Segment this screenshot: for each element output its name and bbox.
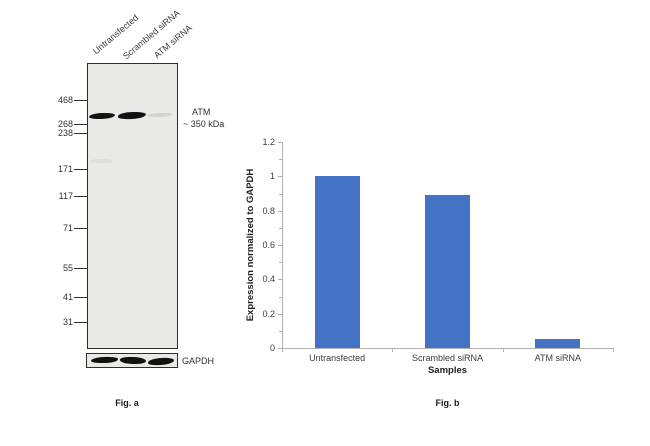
atm-band-lane2 [117, 111, 147, 120]
mw-marker-tick [74, 169, 87, 170]
y-major-tick [278, 210, 282, 212]
y-tick-label: 0 [269, 343, 275, 353]
mw-marker-label: 117 [58, 191, 73, 201]
nonspecific-band-faint [90, 159, 113, 163]
mw-marker-tick [74, 268, 87, 269]
y-tick-label: 0.6 [262, 240, 275, 250]
x-axis-title: Samples [427, 365, 468, 376]
y-minor-tick [279, 330, 282, 332]
y-tick-label: 0.8 [262, 205, 275, 216]
gapdh-band-lane1 [90, 356, 119, 364]
mw-marker-tick [74, 196, 87, 197]
gapdh-band-lane2 [119, 356, 147, 364]
y-minor-tick [279, 193, 282, 195]
y-tick-label: 1.2 [262, 137, 275, 147]
y-major-tick [278, 348, 282, 349]
mw-marker-tick [74, 297, 87, 298]
target-name-label: ATM [192, 107, 211, 117]
mw-marker-tick [74, 100, 87, 101]
y-major-tick [278, 142, 282, 143]
x-boundary-tick [502, 349, 504, 352]
mw-marker-tick [74, 228, 87, 229]
bar [535, 339, 581, 348]
y-major-tick [278, 176, 282, 178]
y-major-tick [278, 279, 282, 281]
x-boundary-tick [613, 349, 614, 352]
x-tick-label: Scrambled siRNA [411, 353, 483, 363]
x-boundary-tick [392, 349, 394, 352]
y-tick-label: 1 [269, 171, 275, 182]
loading-control-label: GAPDH [182, 356, 215, 366]
mw-marker-label: 71 [62, 223, 73, 233]
mw-marker-label: 468 [57, 95, 73, 105]
mw-marker-label: 41 [62, 292, 73, 302]
mw-marker-tick [74, 124, 87, 125]
blot-image [87, 63, 178, 349]
fig-b-caption: Fig. b [435, 398, 460, 408]
target-band-annotation: ATM ~ 350 kDa [183, 106, 224, 130]
mw-marker-tick [74, 133, 87, 134]
fig-a-caption: Fig. a [115, 398, 139, 408]
y-minor-tick [279, 262, 282, 264]
bar [314, 176, 360, 348]
mw-marker-label: 238 [57, 128, 73, 138]
mw-marker-label: 55 [62, 263, 73, 273]
x-boundary-tick [282, 349, 283, 352]
y-minor-tick [279, 159, 282, 161]
mw-marker-label: 31 [62, 317, 73, 327]
y-tick-label: 0.4 [262, 274, 275, 285]
x-tick-label: Untransfected [309, 353, 366, 363]
bar [425, 195, 470, 348]
y-minor-tick [279, 227, 282, 229]
target-mw-label: ~ 350 kDa [183, 119, 225, 129]
x-tick-label: ATM siRNA [534, 353, 581, 363]
atm-band-lane1 [88, 112, 116, 120]
y-axis-line [282, 142, 283, 348]
gapdh-band-lane3 [147, 356, 175, 365]
mw-marker-label: 268 [57, 119, 73, 129]
loading-control-blot [86, 353, 178, 368]
y-minor-tick [279, 296, 282, 298]
mw-marker-tick [74, 322, 87, 323]
y-major-tick [278, 313, 282, 315]
y-major-tick [278, 245, 282, 246]
y-tick-label: 0.2 [262, 308, 275, 319]
mw-marker-label: 171 [57, 164, 73, 174]
x-axis-line [282, 348, 614, 349]
atm-band-lane3-faint [147, 111, 173, 117]
